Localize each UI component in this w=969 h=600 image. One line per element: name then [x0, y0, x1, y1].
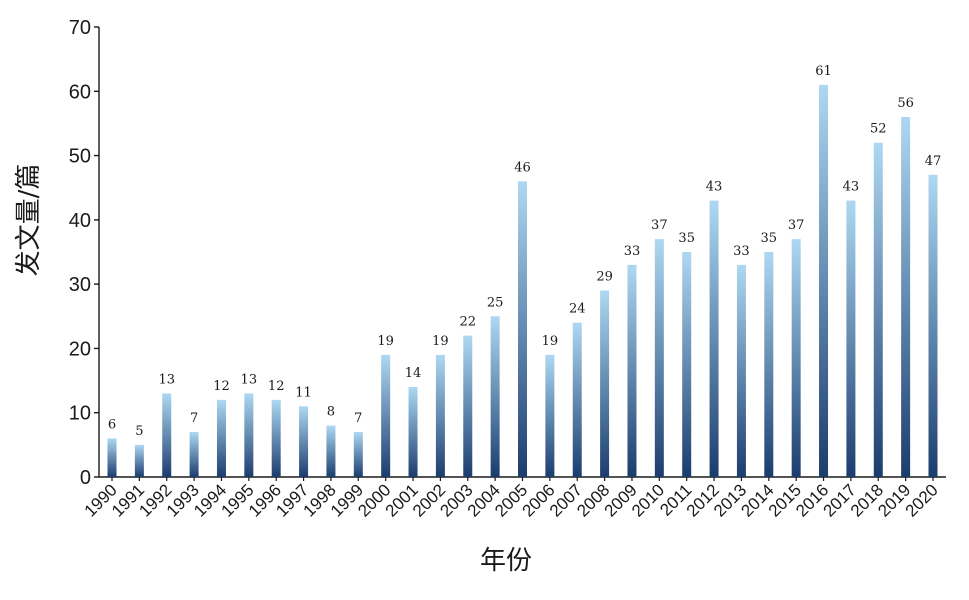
bar: [162, 393, 172, 477]
data-label: 22: [459, 315, 476, 330]
data-label: 5: [135, 424, 143, 439]
data-label: 56: [897, 96, 914, 111]
bar: [299, 406, 309, 477]
y-tick-label: 50: [69, 146, 91, 168]
bar: [490, 316, 500, 477]
x-axis: 1990199119921993199419951996199719981999…: [81, 476, 946, 521]
data-label: 33: [733, 244, 750, 259]
bar: [244, 393, 254, 477]
data-label: 37: [788, 218, 805, 233]
bar: [435, 354, 445, 477]
bars: [107, 84, 938, 478]
data-label: 8: [327, 405, 335, 420]
bar: [107, 438, 117, 477]
data-label: 35: [678, 231, 695, 246]
bar: [545, 354, 555, 477]
data-label: 35: [761, 231, 778, 246]
data-label: 7: [190, 411, 198, 426]
y-tick-label: 10: [69, 403, 91, 425]
y-axis-title: 发文量/篇: [14, 164, 44, 277]
bar: [736, 264, 746, 477]
bar: [353, 432, 363, 477]
data-label: 25: [487, 295, 504, 310]
data-label: 12: [268, 379, 285, 394]
data-label: 19: [377, 334, 394, 349]
data-label: 19: [542, 334, 559, 349]
x-tick-label: 2020: [902, 480, 942, 520]
bar: [873, 142, 883, 477]
bar: [791, 239, 801, 477]
data-label: 14: [405, 366, 422, 381]
bar: [326, 425, 336, 477]
bar: [408, 387, 418, 477]
bar: [627, 264, 637, 477]
data-label: 29: [596, 270, 613, 285]
bar: [654, 239, 664, 477]
x-axis-title: 年份: [480, 546, 532, 576]
data-label: 6: [108, 417, 116, 432]
bar: [189, 432, 199, 477]
bar: [463, 335, 473, 477]
bar: [682, 252, 692, 477]
data-label: 46: [514, 160, 531, 175]
y-tick-label: 70: [69, 17, 91, 39]
data-label: 13: [241, 372, 258, 387]
bar: [819, 84, 829, 477]
y-tick-label: 30: [69, 274, 91, 296]
bar: [381, 354, 391, 477]
bar: [709, 200, 719, 478]
data-label: 13: [158, 372, 175, 387]
data-label: 19: [432, 334, 449, 349]
bar: [518, 181, 527, 478]
data-label: 43: [843, 180, 860, 195]
bar: [216, 399, 226, 477]
bar: [928, 174, 938, 477]
y-tick-label: 40: [69, 210, 91, 232]
data-label: 61: [815, 64, 832, 79]
data-label: 47: [925, 154, 942, 169]
bar: [572, 322, 582, 477]
bar: [600, 290, 610, 477]
data-label: 52: [870, 122, 887, 137]
bar: [901, 117, 911, 477]
data-label: 43: [706, 180, 723, 195]
bar: [134, 444, 144, 477]
y-tick-label: 20: [69, 338, 91, 360]
bar: [271, 399, 281, 477]
data-label: 12: [213, 379, 230, 394]
data-label: 11: [295, 385, 312, 400]
y-tick-label: 60: [69, 81, 91, 103]
data-label: 33: [624, 244, 641, 259]
data-label: 24: [569, 302, 586, 317]
data-label: 7: [354, 411, 362, 426]
data-labels: 6 5 13 7 12 13 12 11 8 7 19 14 19 22 25 46 19 24 29 33 37 35 4…: [108, 64, 941, 439]
data-label: 37: [651, 218, 668, 233]
y-tick-label: 0: [80, 467, 91, 489]
bar: [764, 252, 774, 477]
bar: [846, 200, 856, 478]
y-axis: 0 10 20 30 40 50 60 70: [69, 17, 100, 489]
